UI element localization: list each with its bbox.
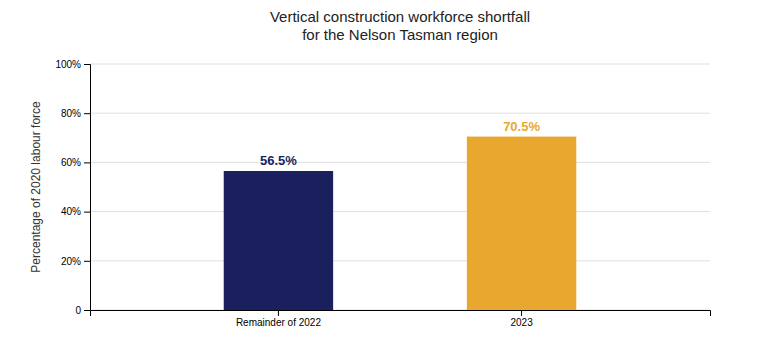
- grid-line: [90, 162, 710, 163]
- y-tick-mark: [84, 212, 90, 213]
- grid-line: [90, 113, 710, 114]
- x-tick-label: 2023: [510, 317, 533, 328]
- y-axis: 0 20% 40% 60% 80% 100%: [55, 59, 90, 316]
- chart: 0 20% 40% 60% 80% 100% Remainder of 2022 2023 56…: [0, 0, 770, 350]
- y-tick-mark: [84, 64, 90, 65]
- grid: [90, 64, 710, 310]
- title-line: Vertical construction workforce shortfal…: [270, 8, 530, 25]
- y-axis-line: [84, 65, 91, 311]
- x-axis-line: [91, 311, 711, 317]
- grid-line: [90, 260, 710, 261]
- y-tick-label: 100%: [55, 59, 81, 70]
- y-tick-label: 20%: [61, 256, 81, 267]
- x-tick: Remainder of 2022: [236, 310, 321, 328]
- y-tick: 40%: [61, 206, 90, 217]
- data-label: 70.5%: [503, 119, 540, 134]
- grid-line: [90, 211, 710, 212]
- y-tick-label: 40%: [61, 206, 81, 217]
- x-axis: Remainder of 2022 2023: [91, 310, 711, 328]
- y-tick-mark: [84, 162, 90, 163]
- y-tick-mark: [84, 113, 90, 114]
- y-tick: 0: [75, 305, 90, 316]
- y-tick-label: 0: [75, 305, 81, 316]
- y-tick: 100%: [55, 59, 90, 70]
- y-axis-title: Percentage of 2020 labour force: [29, 101, 43, 273]
- plot: 0 20% 40% 60% 80% 100% Remainder of 2022 2023 56…: [55, 59, 710, 328]
- grid-line: [90, 64, 710, 65]
- bar: [467, 137, 576, 310]
- data-labels: 56.5% 70.5%: [260, 119, 540, 168]
- y-tick: 80%: [61, 108, 90, 119]
- x-tick-mark: [278, 310, 279, 316]
- x-tick: 2023: [510, 310, 533, 328]
- y-tick-label: 80%: [61, 108, 81, 119]
- x-tick-mark: [521, 310, 522, 316]
- y-tick: 20%: [61, 256, 90, 267]
- y-tick: 60%: [61, 157, 90, 168]
- y-tick-mark: [84, 261, 90, 262]
- bars: [224, 137, 577, 310]
- data-label: 56.5%: [260, 153, 297, 168]
- y-tick-label: 60%: [61, 157, 81, 168]
- x-tick-label: Remainder of 2022: [236, 317, 321, 328]
- title-line: for the Nelson Tasman region: [302, 26, 498, 43]
- title: Vertical construction workforce shortfal…: [270, 8, 530, 43]
- y-tick-mark: [84, 310, 90, 311]
- bar: [224, 171, 333, 310]
